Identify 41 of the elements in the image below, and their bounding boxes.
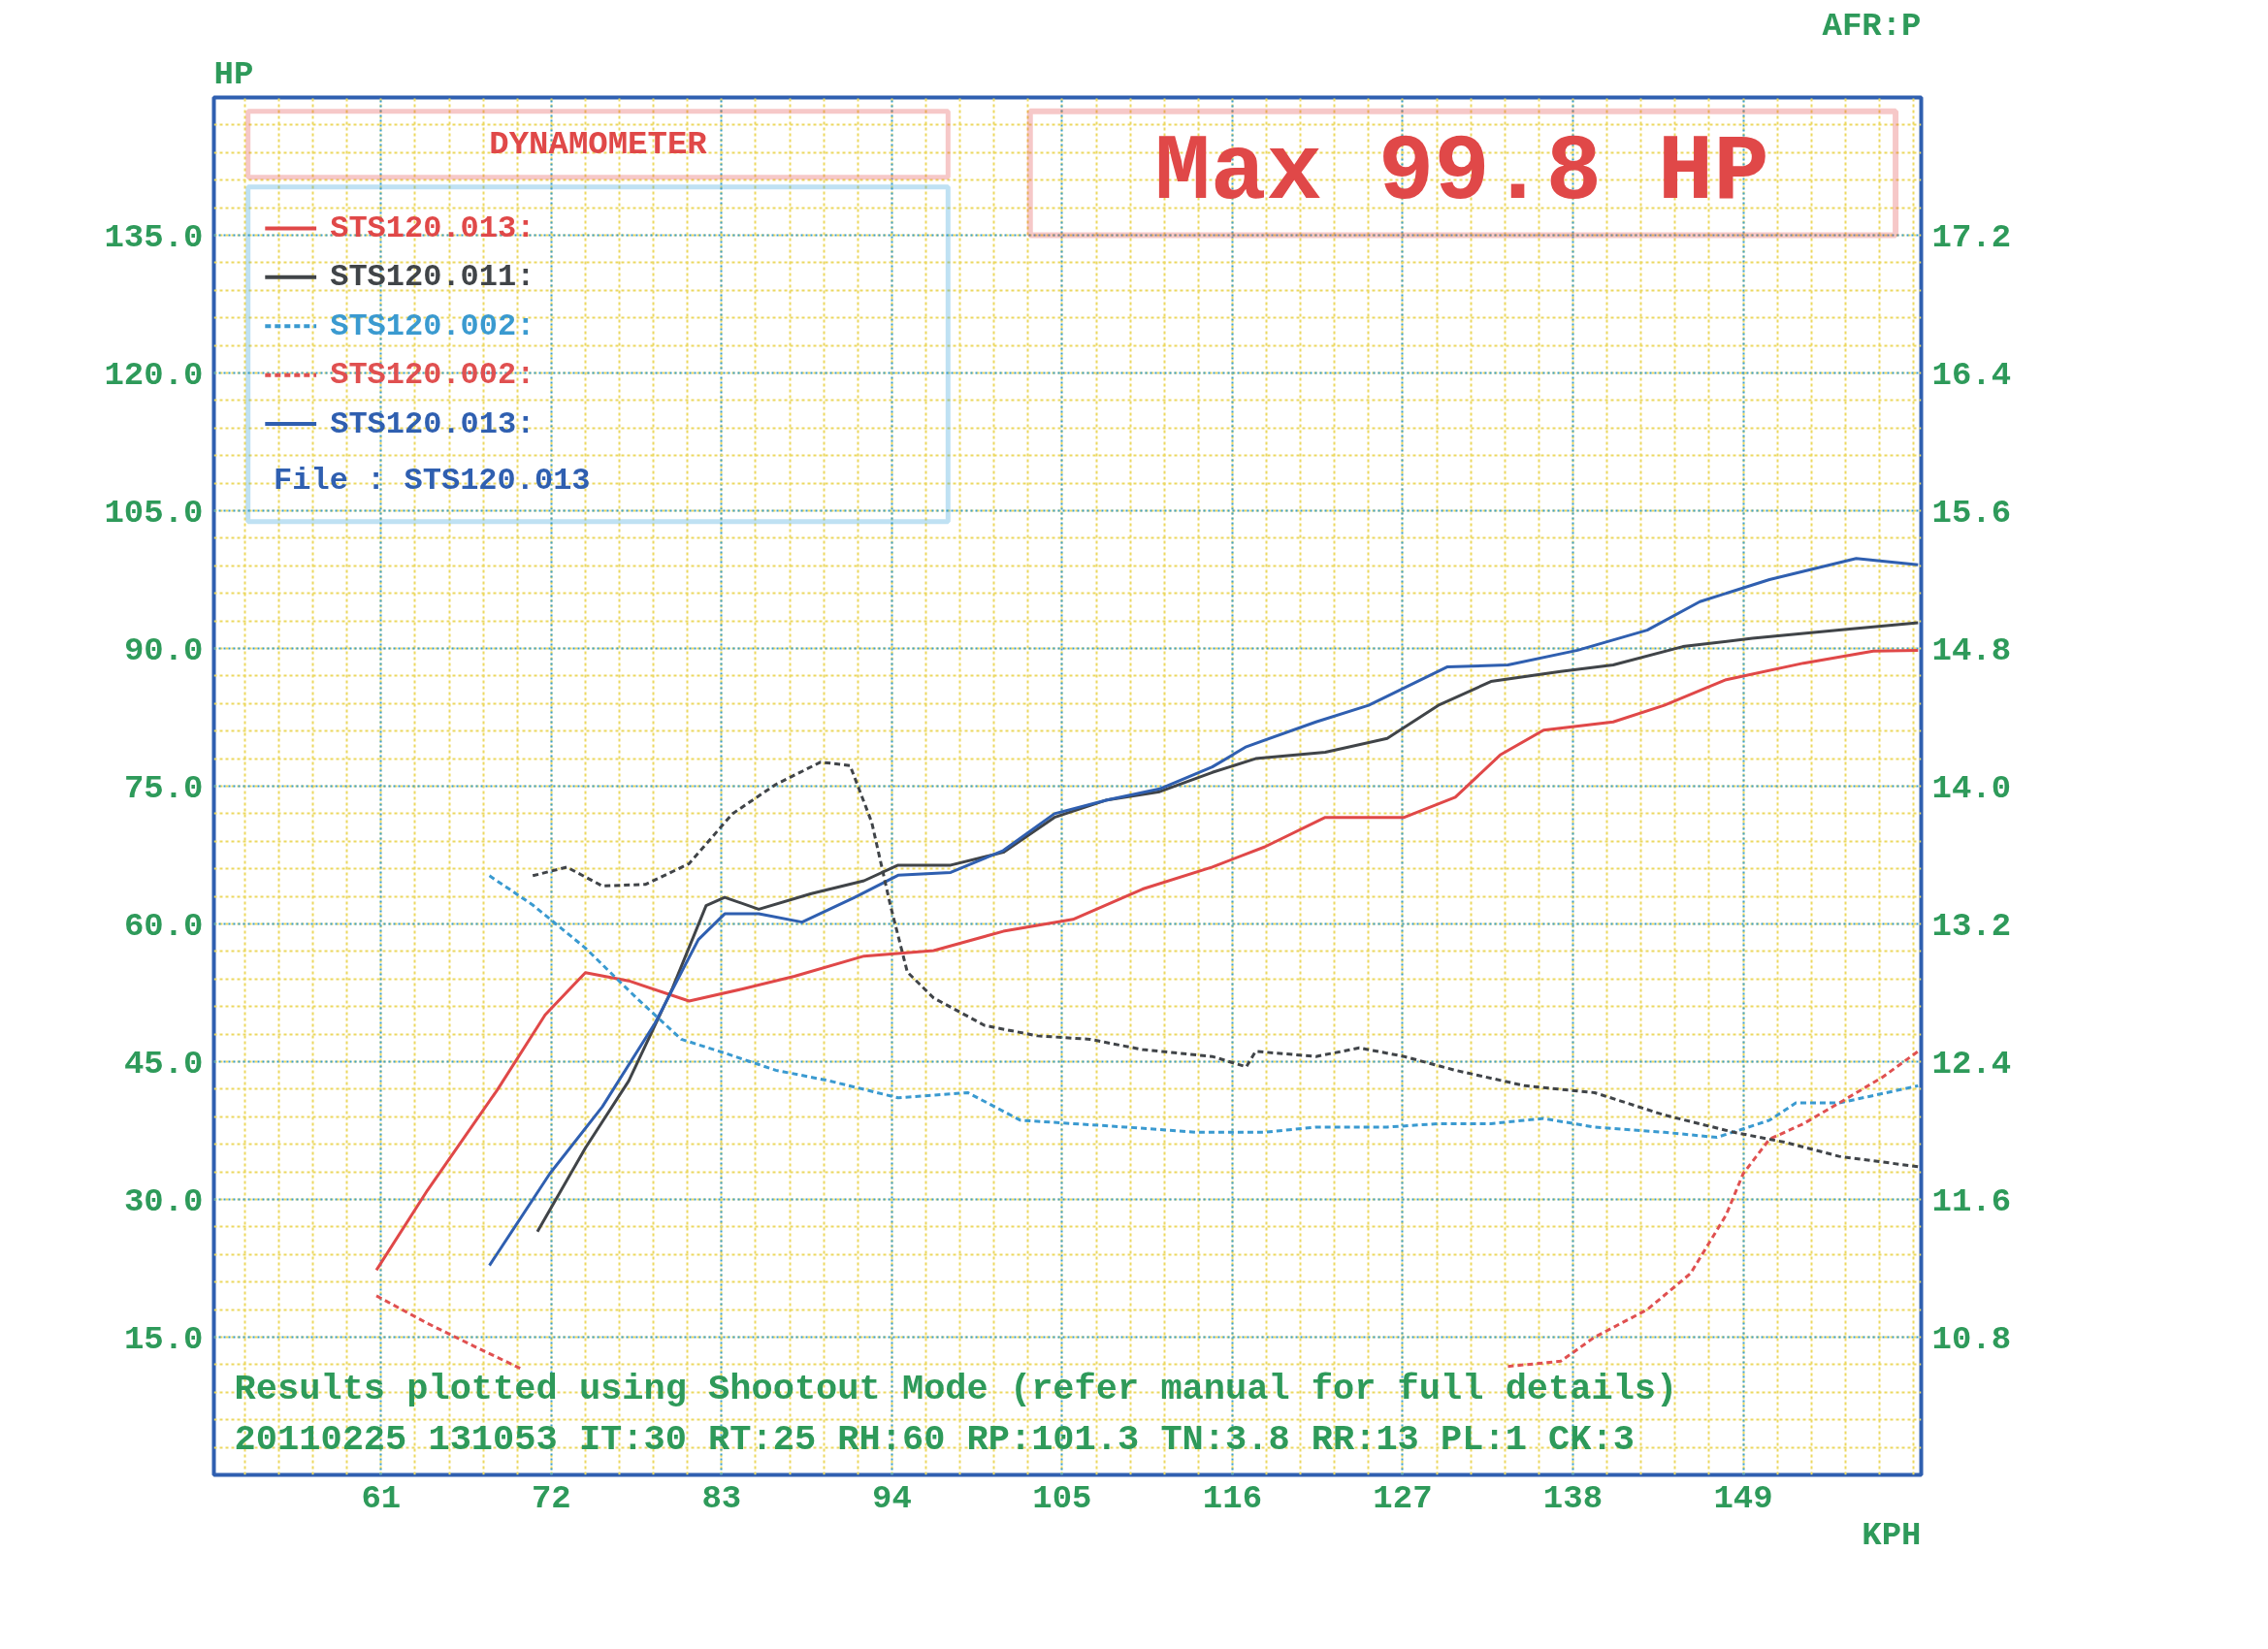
y-tick-label: 135.0 xyxy=(104,218,204,256)
line-series xyxy=(535,621,1920,1234)
y-tick-label: 90.0 xyxy=(123,631,204,669)
x-tick-label: 72 xyxy=(531,1479,571,1517)
y-tick-label: 105.0 xyxy=(104,494,204,532)
y2-tick-label: 12.4 xyxy=(1931,1045,2012,1083)
y-tick-label: 15.0 xyxy=(123,1320,204,1358)
line-series xyxy=(488,557,1920,1268)
y2-tick-label: 15.6 xyxy=(1931,494,2012,532)
y2-tick-label: 16.4 xyxy=(1931,356,2012,394)
y-axis-title: HP xyxy=(213,55,254,93)
y-tick-label: 60.0 xyxy=(123,907,204,945)
text: DYNAMOMETER xyxy=(489,125,708,163)
annotation: File : STS120.013 xyxy=(274,463,591,500)
x-tick-label: 138 xyxy=(1542,1479,1604,1517)
annotation: Max 99.8 HP xyxy=(1154,120,1769,227)
x-tick-label: 61 xyxy=(361,1479,402,1517)
y2-tick-label: 14.0 xyxy=(1931,769,2012,807)
x-tick-label: 94 xyxy=(871,1479,912,1517)
y-tick-label: 75.0 xyxy=(123,769,204,807)
y2-tick-label: 10.8 xyxy=(1931,1320,2012,1358)
annotation: Results plotted using Shootout Mode (refer manual for full details) xyxy=(234,1369,1678,1410)
legend-label: STS120.002: xyxy=(330,307,535,344)
annotation: 20110225 131053 IT:30 RT:25 RH:60 RP:101.3 TN:3.8 RR:13 PL:1 CK:3 xyxy=(234,1418,1635,1460)
y-tick-label: 30.0 xyxy=(123,1182,204,1220)
y-tick-label: 120.0 xyxy=(104,356,204,394)
x-axis-title: KPH xyxy=(1862,1516,1922,1554)
x-tick-label: 127 xyxy=(1373,1479,1433,1517)
y2-tick-label: 11.6 xyxy=(1931,1182,2012,1220)
x-tick-label: 83 xyxy=(701,1479,742,1517)
y2-tick-label: 14.8 xyxy=(1931,631,2012,669)
y2-tick-label: 13.2 xyxy=(1931,907,2012,945)
x-tick-label: 116 xyxy=(1202,1479,1263,1517)
x-tick-label: 105 xyxy=(1032,1479,1092,1517)
legend-label: STS120.013: xyxy=(330,405,535,442)
line-series xyxy=(374,648,1920,1272)
y-tick-label: 45.0 xyxy=(123,1045,204,1083)
legend-label: STS120.011: xyxy=(330,259,535,296)
y2-axis-title: AFR:P xyxy=(1822,7,1922,45)
y2-tick-label: 17.2 xyxy=(1931,218,2012,256)
x-tick-label: 149 xyxy=(1713,1479,1773,1517)
